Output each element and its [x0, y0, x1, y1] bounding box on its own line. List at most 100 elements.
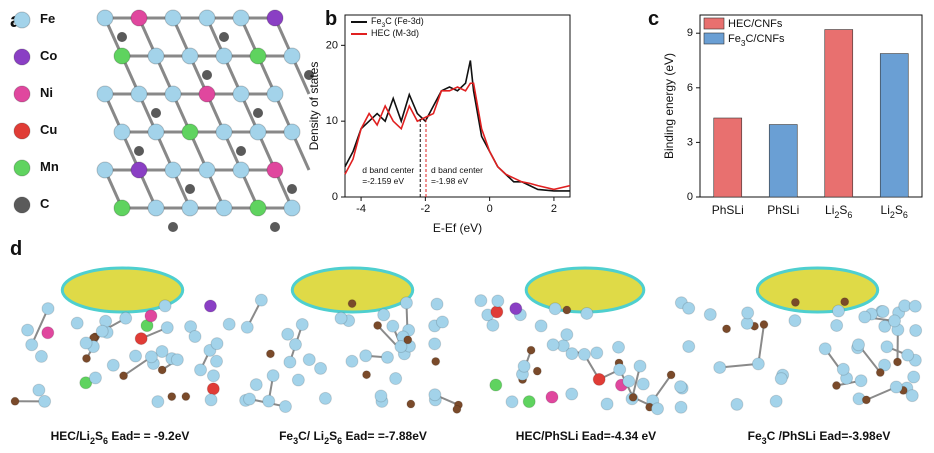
atom	[577, 347, 591, 361]
caption: Fe3C/ Li2S6 Ead= =-7.88eV	[279, 429, 427, 446]
atom	[452, 404, 462, 414]
atom	[522, 395, 536, 409]
atom	[878, 319, 892, 333]
atom	[532, 366, 542, 376]
atom	[682, 301, 696, 315]
atom	[283, 47, 301, 65]
atom	[262, 394, 276, 408]
atom	[147, 199, 165, 217]
atom	[830, 318, 844, 332]
legend-label: Fe3C (Fe-3d)	[371, 16, 424, 29]
atom	[560, 328, 574, 342]
atom-label: Co	[40, 48, 57, 63]
atom	[889, 380, 903, 394]
atom	[334, 311, 348, 325]
atom	[674, 400, 688, 414]
charge-density	[755, 266, 880, 314]
legend-label: Fe3C/CNFs	[728, 33, 785, 48]
atom	[622, 374, 636, 388]
y-tick-label: 0	[687, 191, 693, 203]
atom	[283, 199, 301, 217]
atom	[82, 353, 92, 363]
atom	[204, 393, 218, 407]
atom	[403, 335, 413, 345]
atom	[858, 310, 872, 324]
y-tick-label: 3	[687, 136, 693, 148]
atom	[185, 184, 195, 194]
atom	[901, 348, 915, 362]
annotation: =-2.159 eV	[362, 176, 404, 186]
atom	[892, 357, 902, 367]
atom	[790, 297, 800, 307]
atom-swatch	[13, 11, 31, 29]
atom	[215, 199, 233, 217]
atom	[430, 297, 444, 311]
atom	[283, 123, 301, 141]
atom	[428, 337, 442, 351]
atom	[741, 306, 755, 320]
atom	[318, 391, 332, 405]
atom	[636, 377, 650, 391]
bond	[719, 362, 759, 369]
x-tick-label: -4	[356, 203, 366, 215]
structure-image	[239, 266, 463, 414]
charge-density	[290, 266, 415, 314]
atom	[38, 394, 52, 408]
y-tick-label: 6	[687, 82, 693, 94]
atom	[254, 293, 268, 307]
atom	[431, 356, 441, 366]
atom	[249, 123, 267, 141]
atom	[134, 332, 148, 346]
atom	[751, 357, 765, 371]
atom	[181, 123, 199, 141]
atom	[147, 123, 165, 141]
atom	[394, 340, 408, 354]
x-tick-label: -2	[420, 203, 430, 215]
atom	[151, 395, 165, 409]
atom	[908, 299, 922, 313]
atom	[878, 358, 892, 372]
atom	[10, 396, 20, 406]
atom	[198, 9, 216, 27]
atom	[876, 305, 890, 319]
atom	[232, 85, 250, 103]
atom	[880, 340, 894, 354]
atom	[219, 32, 229, 42]
atom	[249, 47, 267, 65]
atom	[96, 85, 114, 103]
atom	[130, 9, 148, 27]
atom	[157, 365, 167, 375]
atom	[435, 315, 449, 329]
atom	[25, 338, 39, 352]
caption: HEC/PhSLi Ead=-4.34 eV	[516, 429, 656, 443]
bar	[879, 53, 909, 198]
atom	[79, 336, 93, 350]
atom	[253, 108, 263, 118]
atom	[164, 161, 182, 179]
atom	[490, 305, 504, 319]
atom	[181, 199, 199, 217]
atom	[232, 161, 250, 179]
x-tick-label: Li2S6	[881, 203, 908, 220]
bar	[824, 29, 854, 198]
atom	[113, 123, 131, 141]
atom	[144, 309, 158, 323]
atom	[287, 184, 297, 194]
atom	[526, 345, 536, 355]
atom	[722, 324, 732, 334]
panel-label: c	[648, 8, 659, 30]
atom	[147, 47, 165, 65]
panel-label: d	[10, 238, 22, 260]
atom	[70, 316, 84, 330]
atom	[304, 70, 314, 80]
atom	[373, 320, 383, 330]
atom	[730, 397, 744, 411]
atom	[769, 394, 783, 408]
y-tick-label: 0	[332, 191, 338, 203]
atom	[130, 85, 148, 103]
atom	[222, 317, 236, 331]
atom	[489, 378, 503, 392]
caption: HEC/Li2S6 Ead= = -9.2eV	[51, 429, 190, 446]
atom-swatch	[13, 159, 31, 177]
atom	[113, 47, 131, 65]
